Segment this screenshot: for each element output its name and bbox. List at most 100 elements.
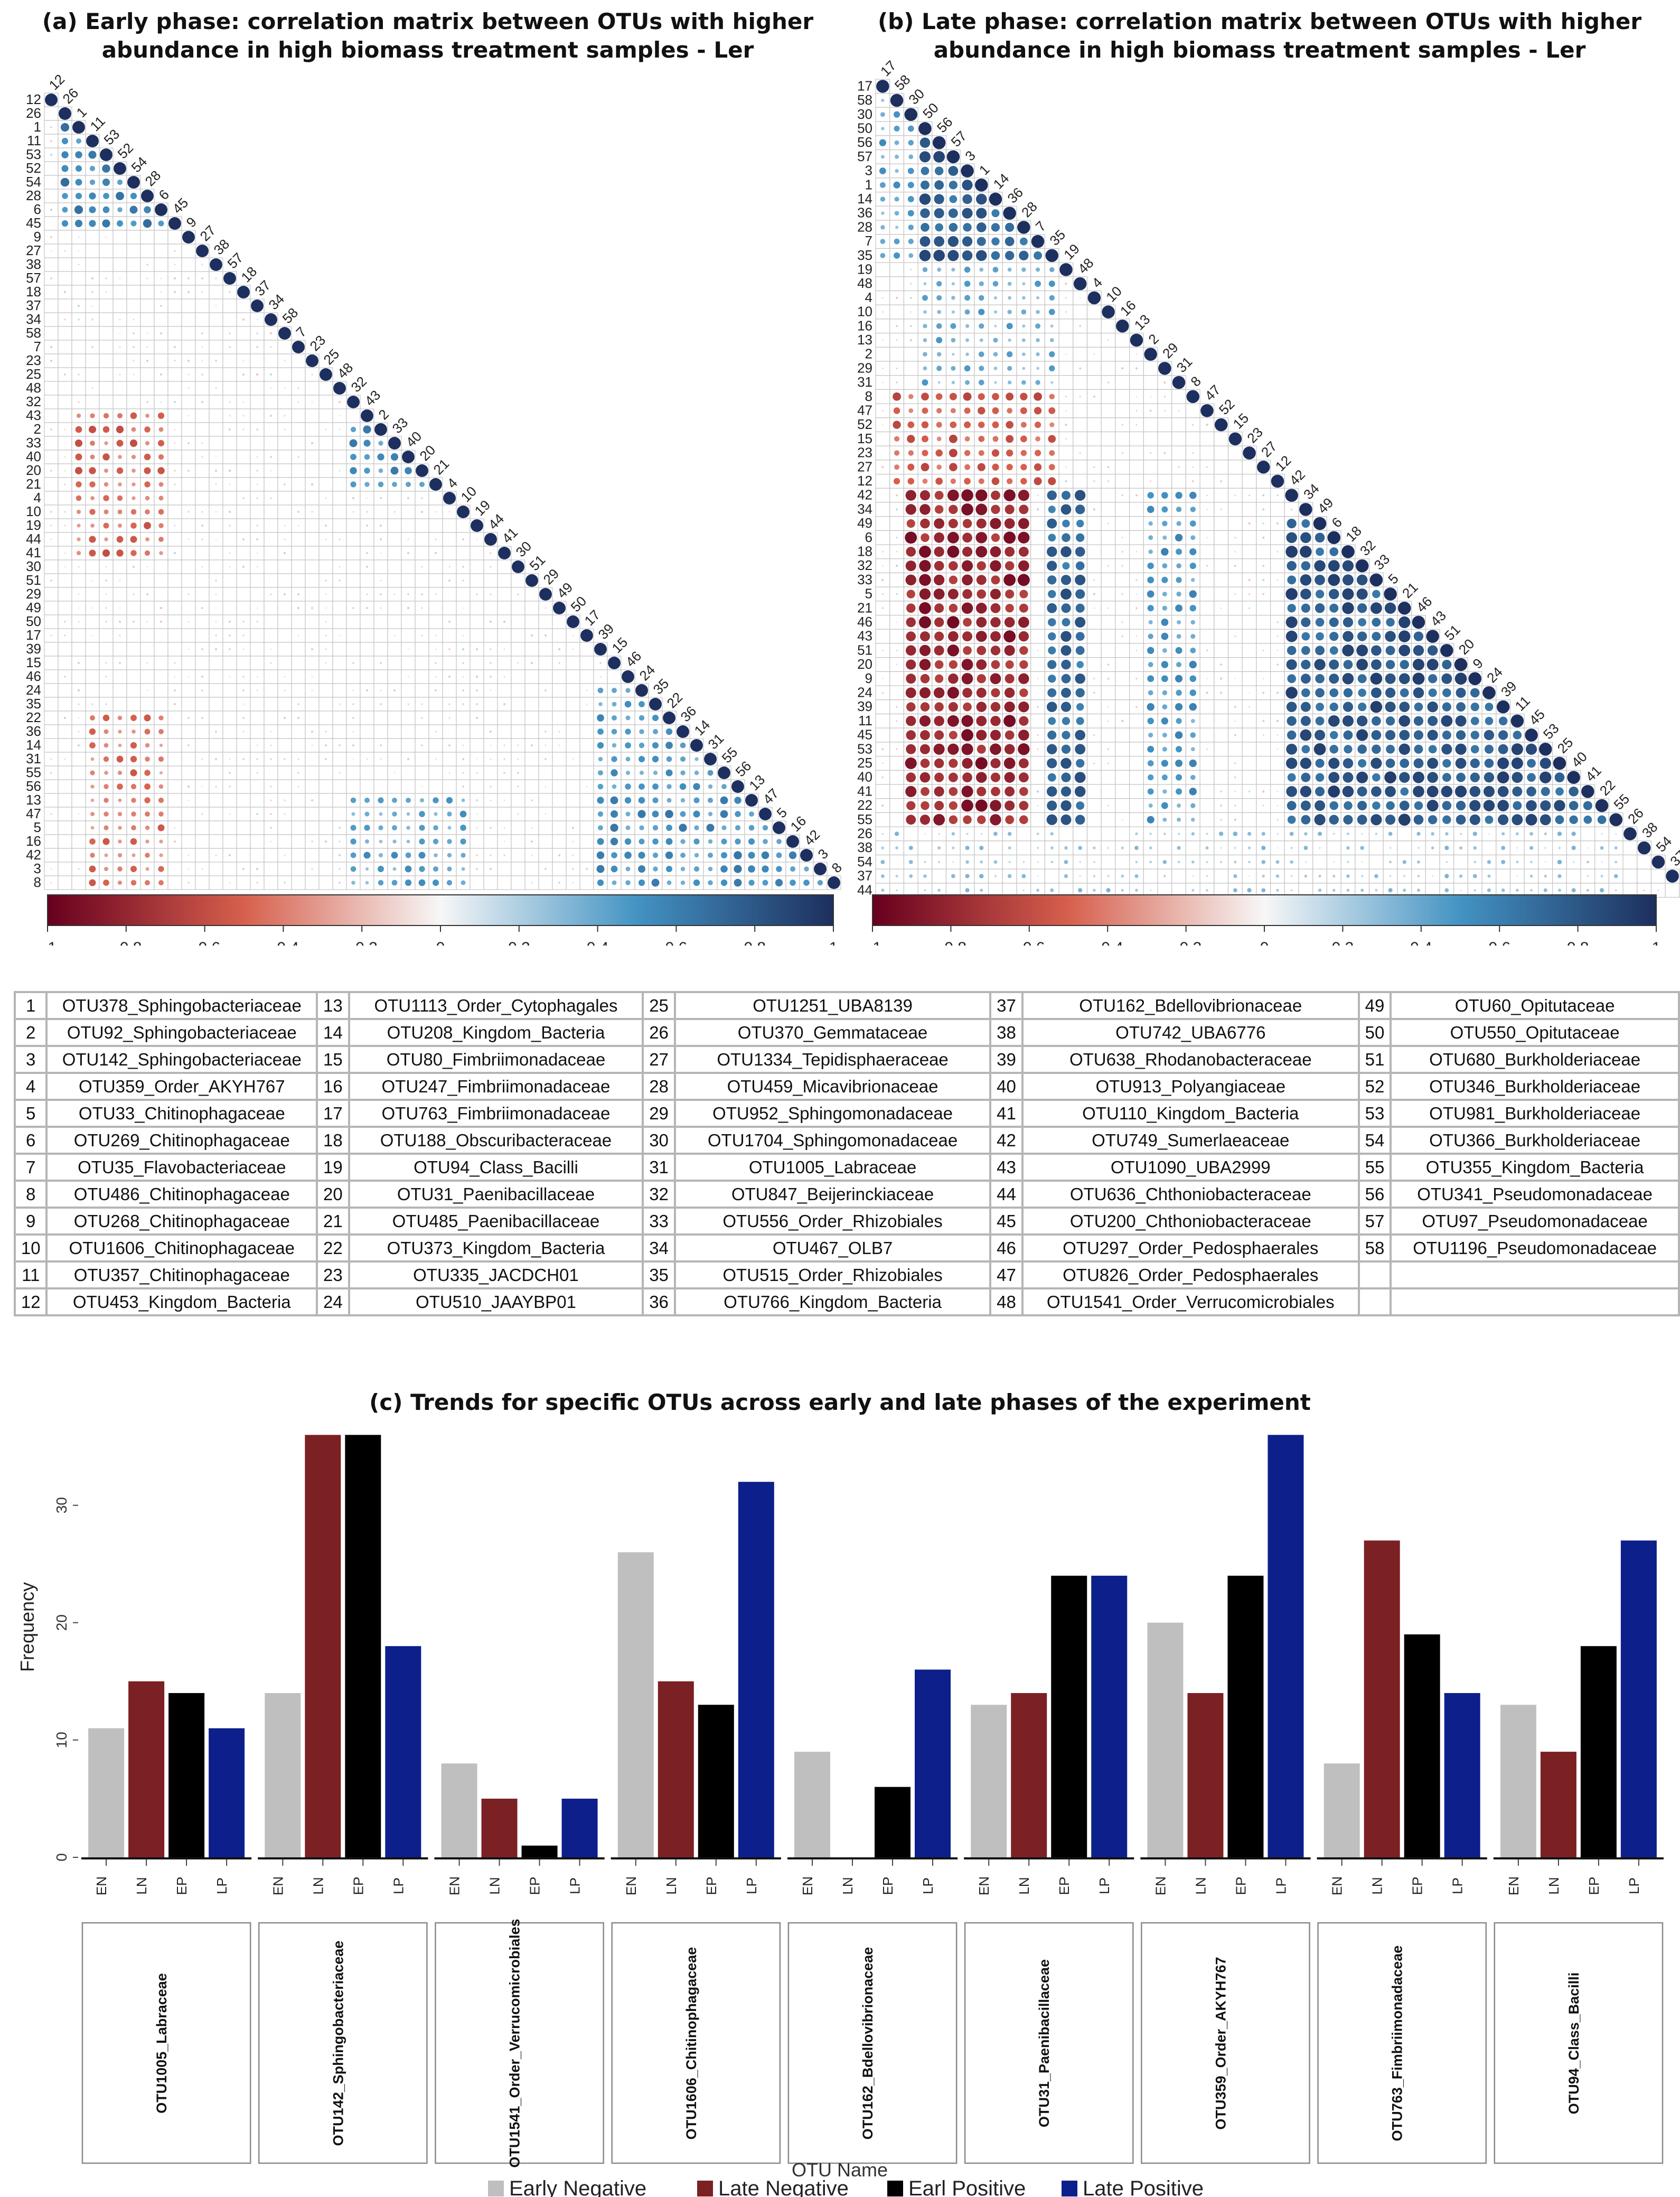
corr-cell bbox=[291, 532, 306, 547]
corr-dot bbox=[1147, 492, 1154, 499]
corr-cell bbox=[112, 408, 127, 423]
corr-cell bbox=[154, 587, 168, 602]
corr-dot bbox=[594, 643, 607, 656]
corr-cell bbox=[112, 257, 127, 272]
corr-dot bbox=[256, 332, 258, 334]
corr-cell bbox=[332, 614, 347, 629]
row-label: 24 bbox=[26, 682, 41, 698]
corr-dot bbox=[976, 659, 987, 670]
corr-dot bbox=[961, 672, 973, 685]
corr-dot bbox=[964, 266, 971, 273]
corr-dot bbox=[1049, 450, 1055, 456]
corr-dot bbox=[366, 552, 368, 554]
corr-dot bbox=[103, 880, 109, 886]
corr-cell bbox=[181, 312, 196, 327]
corr-dot bbox=[762, 880, 768, 886]
corr-cell bbox=[236, 875, 251, 890]
colorbar-tick-label: 0.6 bbox=[665, 939, 688, 946]
corr-dot bbox=[490, 552, 492, 554]
corr-cell bbox=[373, 628, 388, 643]
corr-dot bbox=[1018, 701, 1029, 713]
corr-cell bbox=[1129, 516, 1144, 531]
corr-dot bbox=[242, 703, 245, 705]
corr-dot bbox=[517, 593, 519, 595]
corr-dot bbox=[1277, 734, 1279, 736]
corr-dot bbox=[365, 881, 369, 885]
corr-dot bbox=[130, 838, 137, 845]
corr-cell bbox=[524, 683, 539, 698]
corr-dot bbox=[242, 731, 245, 733]
corr-dot bbox=[434, 853, 438, 857]
corr-cell bbox=[1030, 614, 1046, 630]
corr-dot bbox=[1135, 677, 1138, 680]
corr-dot bbox=[1315, 688, 1325, 698]
corr-dot bbox=[1163, 396, 1166, 398]
corr-dot bbox=[1162, 520, 1168, 527]
corr-dot bbox=[1065, 438, 1067, 440]
corr-dot bbox=[102, 219, 110, 228]
corr-dot bbox=[352, 744, 354, 746]
corr-dot bbox=[895, 169, 899, 173]
corr-dot bbox=[284, 538, 286, 540]
corr-cell bbox=[85, 669, 100, 684]
corr-dot bbox=[187, 277, 190, 279]
corr-dot bbox=[1177, 620, 1181, 624]
row-label: 55 bbox=[26, 764, 41, 780]
corr-cell bbox=[209, 422, 223, 437]
corr-dot bbox=[242, 621, 245, 623]
corr-cell bbox=[181, 834, 196, 849]
corr-dot bbox=[390, 453, 399, 461]
corr-dot bbox=[1300, 729, 1312, 741]
corr-dot bbox=[731, 780, 744, 793]
corr-dot bbox=[237, 286, 250, 298]
row-label: 20 bbox=[26, 462, 41, 478]
corr-dot bbox=[1019, 237, 1028, 246]
corr-cell bbox=[236, 834, 251, 849]
corr-cell bbox=[903, 347, 918, 362]
corr-cell bbox=[58, 491, 72, 506]
corr-dot bbox=[905, 687, 916, 698]
diag-label: 15 bbox=[609, 634, 631, 657]
corr-dot bbox=[775, 878, 783, 887]
corr-cell bbox=[346, 518, 361, 533]
corr-cell bbox=[1242, 614, 1257, 630]
corr-dot bbox=[405, 852, 411, 858]
corr-cell bbox=[126, 656, 141, 670]
corr-dot bbox=[539, 588, 552, 601]
corr-cell bbox=[209, 710, 223, 725]
corr-dot bbox=[800, 849, 813, 862]
corr-dot bbox=[435, 758, 437, 760]
corr-cell bbox=[1073, 460, 1088, 475]
corr-dot bbox=[284, 799, 286, 801]
corr-dot bbox=[406, 826, 410, 830]
corr-dot bbox=[90, 523, 95, 528]
corr-dot bbox=[421, 497, 423, 499]
corr-dot bbox=[1206, 508, 1208, 510]
corr-cell bbox=[58, 587, 72, 602]
corr-cell bbox=[387, 752, 402, 766]
corr-dot bbox=[476, 717, 478, 719]
corr-dot bbox=[976, 208, 987, 219]
corr-dot bbox=[1356, 588, 1368, 600]
corr-dot bbox=[76, 413, 81, 418]
corr-dot bbox=[173, 703, 176, 706]
corr-dot bbox=[1005, 547, 1015, 557]
corr-cell bbox=[1086, 614, 1102, 630]
corr-cell bbox=[511, 601, 525, 615]
corr-dot bbox=[919, 602, 931, 614]
corr-dot bbox=[390, 466, 399, 475]
corr-cell bbox=[44, 161, 59, 176]
corr-cell bbox=[44, 381, 59, 396]
corr-cell bbox=[1214, 488, 1229, 503]
corr-dot bbox=[78, 868, 80, 870]
corr-dot bbox=[991, 688, 1000, 698]
corr-dot bbox=[351, 812, 355, 816]
corr-cell bbox=[58, 436, 72, 451]
corr-cell bbox=[236, 463, 251, 478]
corr-dot bbox=[130, 715, 137, 721]
corr-cell bbox=[497, 875, 512, 890]
corr-dot bbox=[75, 179, 82, 186]
corr-dot bbox=[1004, 645, 1015, 656]
corr-cell bbox=[566, 738, 580, 753]
corr-dot bbox=[1243, 446, 1256, 460]
